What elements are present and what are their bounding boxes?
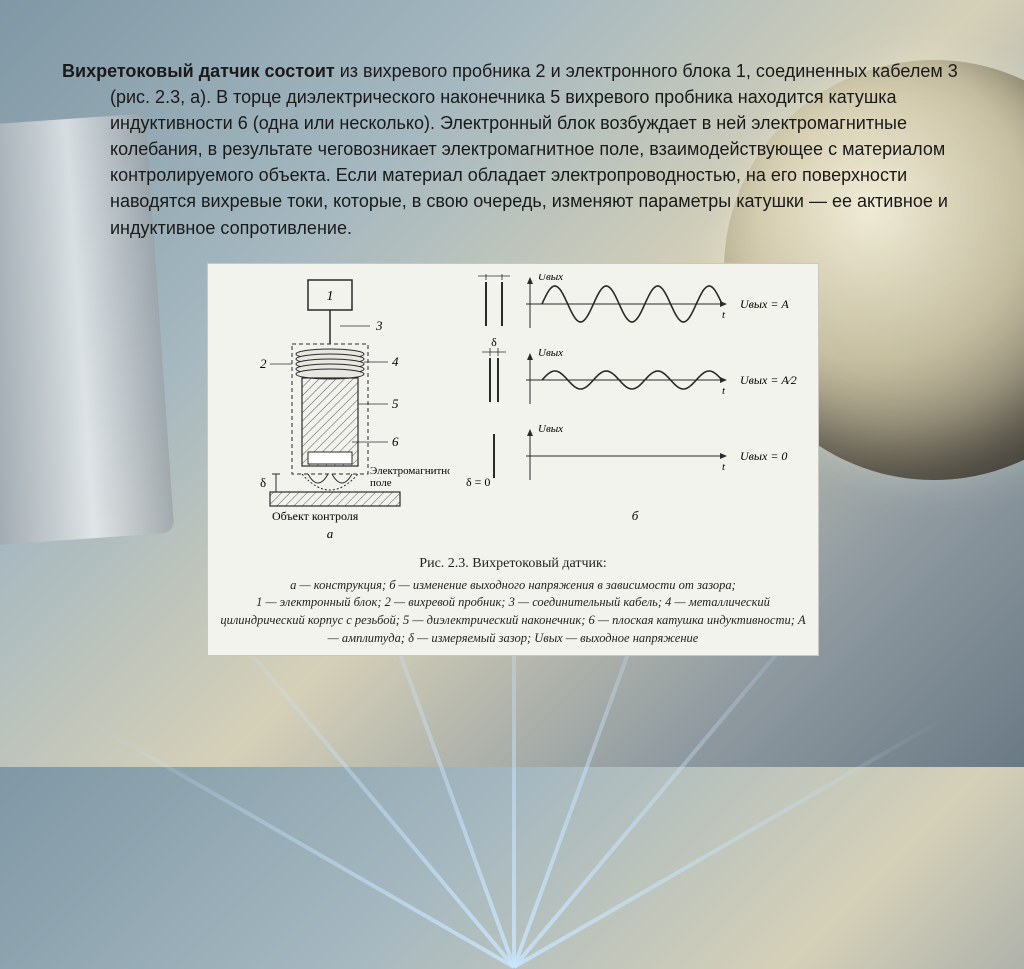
svg-text:Uвых = A⁄2: Uвых = A⁄2 xyxy=(740,373,797,387)
svg-text:Объект контроля: Объект контроля xyxy=(272,509,359,523)
svg-text:Uвых: Uвых xyxy=(538,274,563,283)
paragraph-body: из вихревого пробника 2 и электронного б… xyxy=(110,61,958,238)
diagram-b: δUвыхtUвых = AδUвыхtUвых = A⁄2δ = 0Uвыхt… xyxy=(460,274,810,529)
svg-text:1: 1 xyxy=(327,289,334,304)
svg-text:3: 3 xyxy=(375,318,383,333)
slide-content: Вихретоковый датчик состоит из вихревого… xyxy=(0,0,1024,656)
svg-text:6: 6 xyxy=(392,434,399,449)
svg-text:Электромагнитное: Электромагнитное xyxy=(370,465,450,477)
legend-parts: 1 — электронный блок; 2 — вихревой пробн… xyxy=(220,595,805,645)
svg-text:δ: δ xyxy=(491,335,497,349)
main-paragraph: Вихретоковый датчик состоит из вихревого… xyxy=(62,58,964,241)
legend-line-1: а — конструкция; б — изменение выходного… xyxy=(290,578,736,592)
figure-title: Рис. 2.3. Вихретоковый датчик: xyxy=(220,555,806,574)
svg-text:t: t xyxy=(722,309,726,321)
svg-text:б: б xyxy=(632,508,639,523)
svg-text:Uвых: Uвых xyxy=(538,423,563,435)
diagram-a: 1 3 2 4 5 6 Электромагнитноеполе δ Объект контро… xyxy=(220,274,450,549)
svg-text:Uвых = 0: Uвых = 0 xyxy=(740,449,787,463)
svg-text:4: 4 xyxy=(392,354,399,369)
svg-text:5: 5 xyxy=(392,396,399,411)
svg-text:t: t xyxy=(722,385,726,397)
svg-text:поле: поле xyxy=(370,477,392,489)
figure-caption: Рис. 2.3. Вихретоковый датчик: а — конст… xyxy=(220,555,806,647)
svg-text:2: 2 xyxy=(260,356,267,371)
figure-container: 1 3 2 4 5 6 Электромагнитноеполе δ Объект контро… xyxy=(207,263,819,656)
svg-text:Uвых: Uвых xyxy=(538,347,563,359)
svg-text:а: а xyxy=(327,526,334,541)
svg-text:δ: δ xyxy=(260,475,266,490)
svg-text:t: t xyxy=(722,461,726,473)
svg-text:Uвых = A: Uвых = A xyxy=(740,297,789,311)
svg-text:δ = 0: δ = 0 xyxy=(466,475,490,489)
paragraph-lead: Вихретоковый датчик состоит xyxy=(62,61,335,81)
